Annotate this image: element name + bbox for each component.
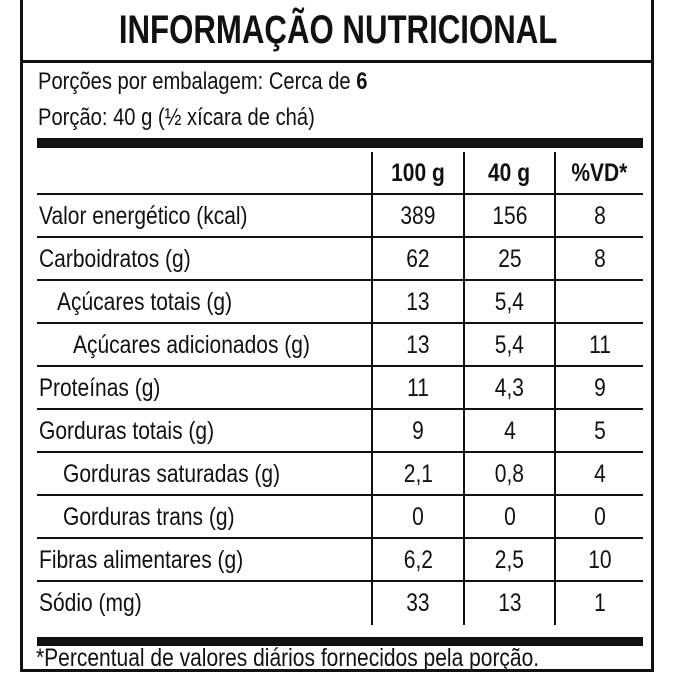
- table-row: Açúcares totais (g) 13 5,4: [37, 281, 643, 324]
- table-header: 100 g 40 g %VD*: [37, 152, 643, 195]
- value-100g: 13: [371, 281, 463, 324]
- col-header-portion: 40 g: [463, 152, 554, 195]
- table-row: Valor energético (kcal) 389 156 8: [37, 195, 643, 238]
- table-row: Sódio (mg) 33 13 1: [37, 582, 643, 625]
- value-vd: 8: [554, 195, 643, 238]
- servings-per-package: Porções por embalagem: Cerca de 6: [38, 68, 368, 95]
- top-thick-divider: [37, 138, 643, 148]
- value-portion: 0: [463, 496, 554, 539]
- value-portion: 2,5: [463, 539, 554, 582]
- value-vd: 5: [554, 410, 643, 453]
- nutrient-label: Valor energético (kcal): [39, 202, 248, 230]
- nutrient-label: Gorduras trans (g): [63, 503, 235, 531]
- nutrient-label: Açúcares adicionados (g): [73, 331, 310, 359]
- nutrient-label: Açúcares totais (g): [57, 288, 233, 316]
- portion-size: Porção: 40 g (½ xícara de chá): [38, 104, 315, 131]
- value-100g: 6,2: [371, 539, 463, 582]
- value-100g: 33: [371, 582, 463, 625]
- value-portion: 0,8: [463, 453, 554, 496]
- label-frame: [20, 0, 654, 672]
- value-vd: 11: [554, 324, 643, 367]
- value-portion: 4,3: [463, 367, 554, 410]
- value-vd: [554, 281, 643, 324]
- footnote: *Percentual de valores diários fornecido…: [36, 644, 540, 672]
- value-vd: 4: [554, 453, 643, 496]
- table-row: Açúcares adicionados (g) 13 5,4 11: [37, 324, 643, 367]
- table-row: Gorduras totais (g) 9 4 5: [37, 410, 643, 453]
- value-portion: 25: [463, 238, 554, 281]
- value-portion: 4: [463, 410, 554, 453]
- col-header-100g: 100 g: [371, 152, 463, 195]
- value-100g: 62: [371, 238, 463, 281]
- col-header-vd: %VD*: [554, 152, 643, 195]
- value-portion: 5,4: [463, 281, 554, 324]
- value-100g: 0: [371, 496, 463, 539]
- value-portion: 5,4: [463, 324, 554, 367]
- value-vd: 9: [554, 367, 643, 410]
- title-divider: [20, 60, 654, 63]
- value-100g: 13: [371, 324, 463, 367]
- table-row: Proteínas (g) 11 4,3 9: [37, 367, 643, 410]
- nutrient-label: Gorduras totais (g): [39, 417, 215, 445]
- value-100g: 9: [371, 410, 463, 453]
- value-portion: 13: [463, 582, 554, 625]
- nutrient-label: Proteínas (g): [39, 374, 161, 402]
- value-100g: 389: [371, 195, 463, 238]
- value-vd: 10: [554, 539, 643, 582]
- nutrient-label: Sódio (mg): [39, 589, 142, 617]
- value-vd: 0: [554, 496, 643, 539]
- value-100g: 2,1: [371, 453, 463, 496]
- value-100g: 11: [371, 367, 463, 410]
- bottom-thick-divider: [37, 637, 643, 646]
- table-row: Carboidratos (g) 62 25 8: [37, 238, 643, 281]
- table-row: Fibras alimentares (g) 6,2 2,5 10: [37, 539, 643, 582]
- value-vd: 1: [554, 582, 643, 625]
- nutrient-label: Fibras alimentares (g): [39, 546, 244, 574]
- nutrient-label: Carboidratos (g): [39, 245, 191, 273]
- table-row: Gorduras saturadas (g) 2,1 0,8 4: [37, 453, 643, 496]
- value-vd: 8: [554, 238, 643, 281]
- table-row: Gorduras trans (g) 0 0 0: [37, 496, 643, 539]
- nutrient-label: Gorduras saturadas (g): [63, 460, 281, 488]
- value-portion: 156: [463, 195, 554, 238]
- label-title: INFORMAÇÃO NUTRICIONAL: [118, 8, 558, 52]
